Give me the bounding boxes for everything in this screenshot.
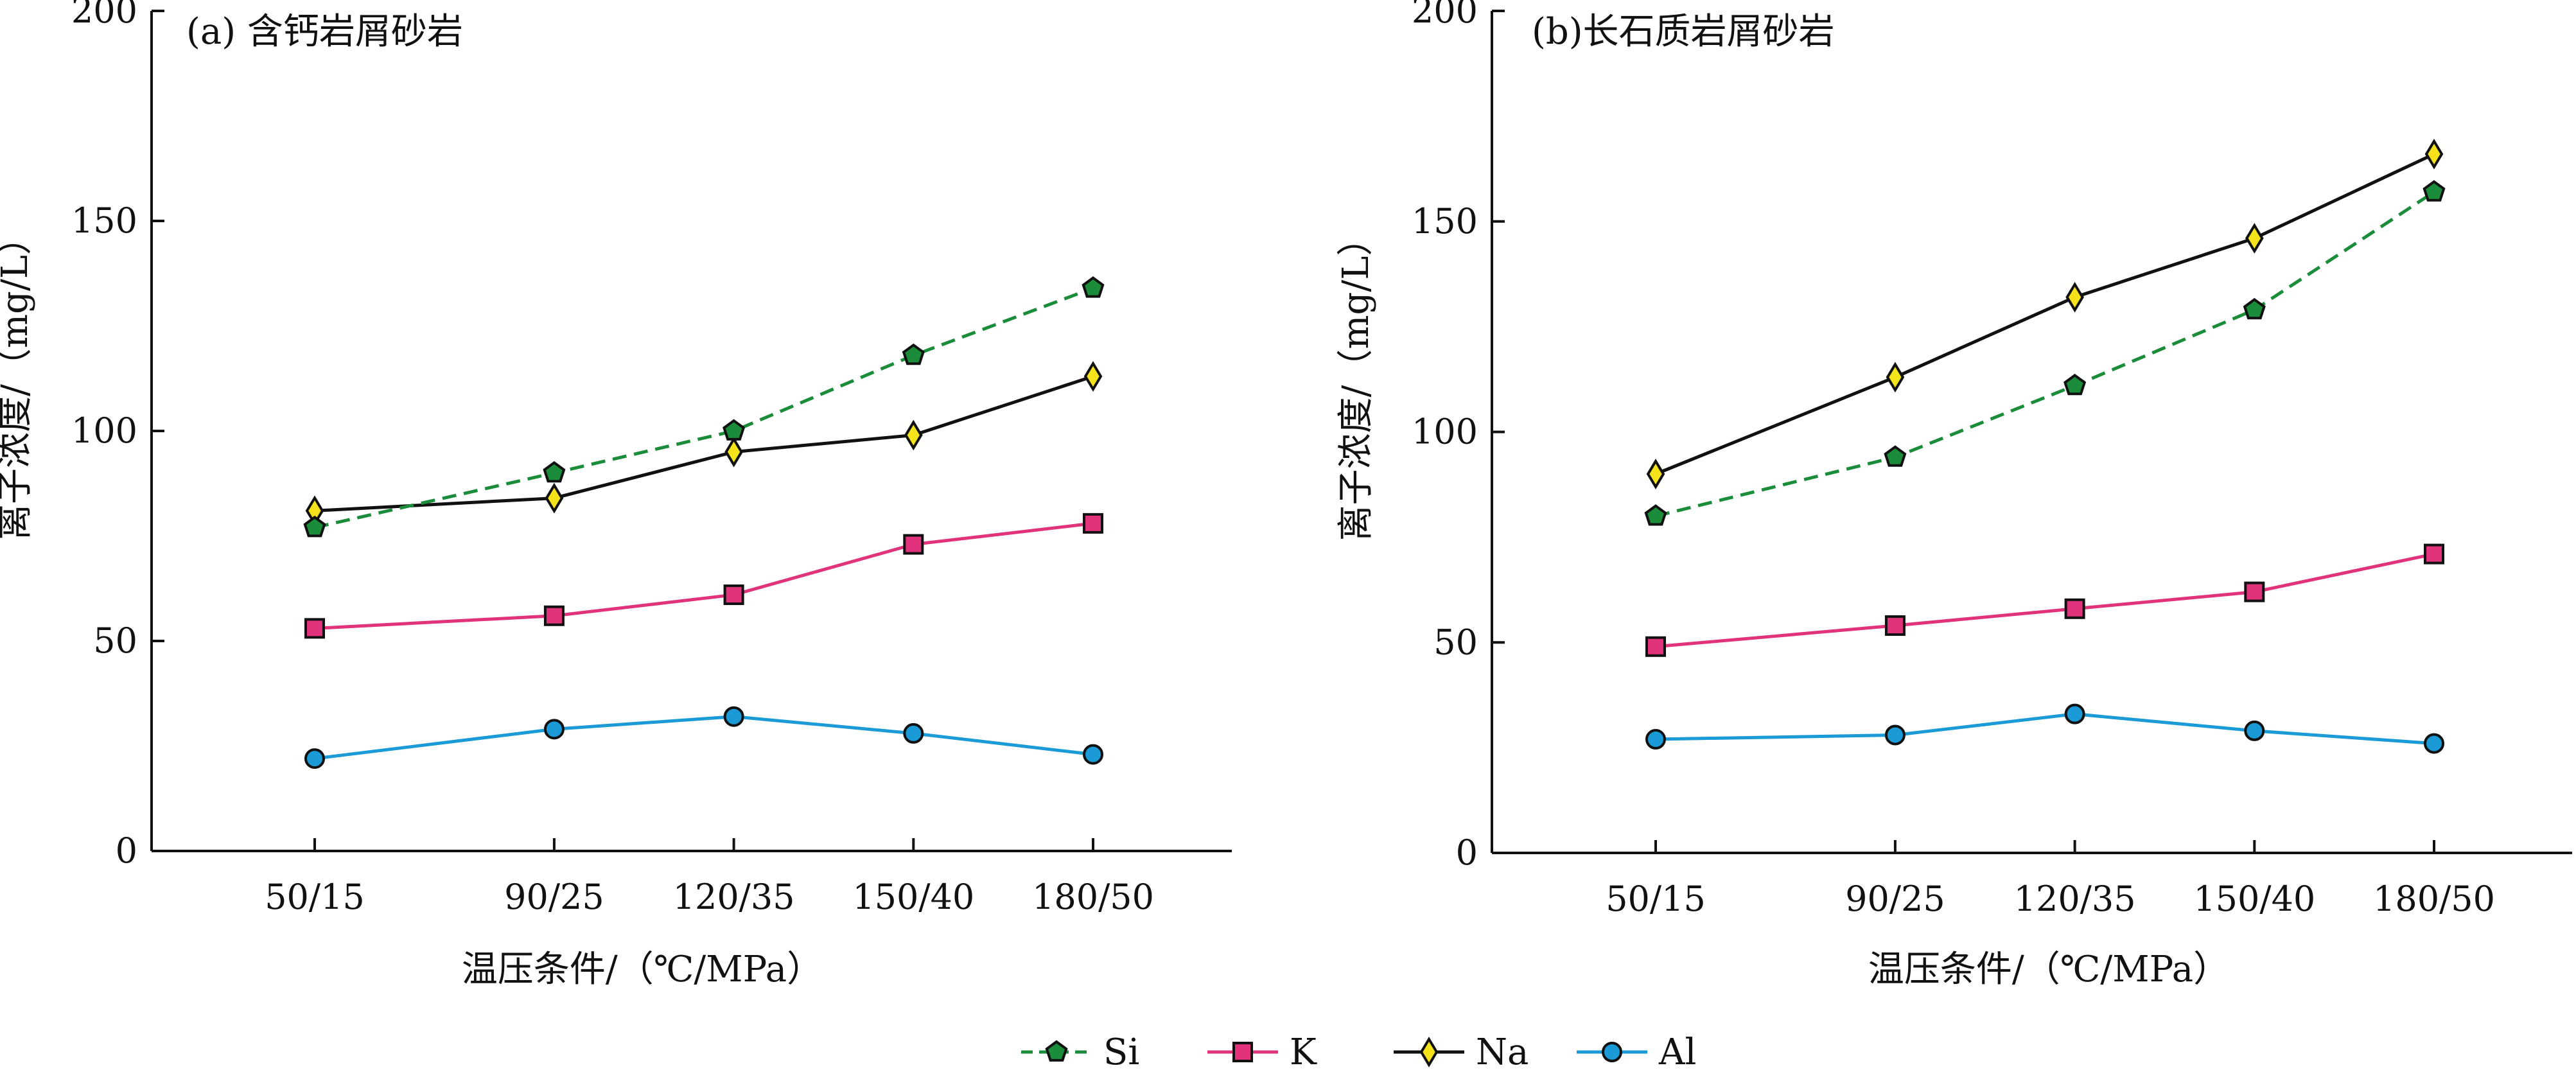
- legend-label-k: K: [1290, 1031, 1317, 1070]
- series-line-k: [1655, 552, 2435, 649]
- x-tick-label: 120/35: [2014, 879, 2136, 919]
- series-line-na: [1655, 152, 2435, 476]
- data-point-al: [2244, 720, 2265, 741]
- data-point-al: [304, 748, 325, 769]
- x-tick-label: 50/15: [265, 877, 365, 917]
- data-point-si: [902, 343, 925, 365]
- series-line-k: [314, 522, 1094, 630]
- data-point-k: [1645, 636, 1666, 657]
- data-point-na: [1646, 459, 1665, 489]
- data-point-al: [543, 719, 565, 740]
- y-axis-title: 离子浓度/（mg/L）: [0, 219, 36, 540]
- y-tick-label: 100: [71, 410, 137, 451]
- data-point-k: [2244, 581, 2265, 602]
- x-axis-title: 温压条件/（℃/MPa）: [1868, 949, 2229, 990]
- series-line-na: [314, 374, 1094, 513]
- x-tick-label: 150/40: [852, 877, 974, 917]
- y-tick-label: 200: [71, 0, 137, 31]
- data-point-k: [2064, 598, 2085, 619]
- y-tick-label: 50: [93, 620, 137, 661]
- data-point-k: [723, 584, 744, 606]
- x-tick-label: 180/50: [1032, 877, 1154, 917]
- y-tick-label: 100: [1412, 412, 1478, 452]
- y-tick-label: 50: [1433, 622, 1478, 662]
- legend-label-al: Al: [1658, 1031, 1696, 1070]
- data-point-k: [304, 618, 325, 639]
- legend: Si K Na Al: [1021, 1031, 1696, 1070]
- data-point-k: [1884, 615, 1906, 636]
- legend-label-na: Na: [1476, 1031, 1529, 1070]
- data-point-si: [303, 515, 326, 538]
- data-point-si: [723, 419, 746, 441]
- x-tick-label: 90/25: [504, 877, 604, 917]
- series-line-si: [314, 286, 1094, 529]
- data-point-si: [2423, 180, 2446, 202]
- data-point-na: [1083, 361, 1103, 392]
- legend-label-si: Si: [1103, 1031, 1139, 1070]
- data-point-al: [1884, 724, 1906, 746]
- x-tick-label: 180/50: [2373, 879, 2495, 919]
- data-point-na: [545, 482, 564, 514]
- data-point-si: [1644, 504, 1667, 526]
- legend-marker-na: [1419, 1037, 1439, 1067]
- series-line-si: [1655, 190, 2435, 518]
- data-point-na: [2424, 138, 2444, 170]
- legend-marker-k: [1232, 1042, 1253, 1062]
- x-tick-label: 50/15: [1606, 879, 1706, 919]
- legend-marker-al: [1602, 1042, 1622, 1062]
- data-point-al: [2424, 733, 2444, 754]
- series-line-al: [1655, 712, 2435, 746]
- x-tick-label: 90/25: [1845, 879, 1945, 919]
- panel-a-chart: 0 50 100 150 200 50/15 90/25 120/35 150/40 180/50…: [0, 0, 1232, 990]
- data-point-k: [543, 605, 565, 626]
- y-tick-label: 0: [116, 830, 137, 871]
- legend-marker-si: [1045, 1040, 1068, 1062]
- y-tick-label: 200: [1412, 0, 1478, 31]
- x-tick-label: 150/40: [2193, 879, 2315, 919]
- data-point-na: [2065, 281, 2084, 313]
- data-point-na: [724, 436, 743, 468]
- data-point-al: [2064, 703, 2085, 724]
- data-point-si: [2243, 297, 2266, 320]
- data-point-si: [1884, 445, 1907, 467]
- panel-title: (b)长石质岩屑砂岩: [1532, 11, 1835, 53]
- data-point-al: [723, 706, 744, 727]
- panel-title: (a) 含钙岩屑砂岩: [186, 11, 463, 53]
- series-line-al: [314, 715, 1094, 760]
- y-tick-label: 0: [1456, 832, 1478, 873]
- data-point-si: [543, 460, 566, 483]
- data-point-na: [2245, 223, 2264, 254]
- y-axis-title: 离子浓度/（mg/L）: [1335, 220, 1377, 541]
- data-point-al: [903, 723, 924, 744]
- data-point-si: [1082, 276, 1105, 298]
- data-point-na: [1886, 362, 1905, 393]
- panel-b-chart: 0 50 100 150 200 50/15 90/25 120/35 150/40 180/50…: [1335, 0, 2572, 990]
- data-point-al: [1083, 744, 1103, 765]
- data-point-na: [904, 419, 923, 451]
- data-point-si: [2063, 373, 2087, 396]
- x-tick-label: 120/35: [673, 877, 795, 917]
- y-tick-label: 150: [1412, 201, 1478, 241]
- data-point-k: [1083, 513, 1103, 534]
- x-axis-title: 温压条件/（℃/MPa）: [462, 949, 823, 990]
- data-point-k: [2424, 543, 2444, 565]
- y-tick-label: 150: [71, 200, 137, 241]
- data-point-k: [903, 534, 924, 555]
- data-point-al: [1645, 729, 1666, 750]
